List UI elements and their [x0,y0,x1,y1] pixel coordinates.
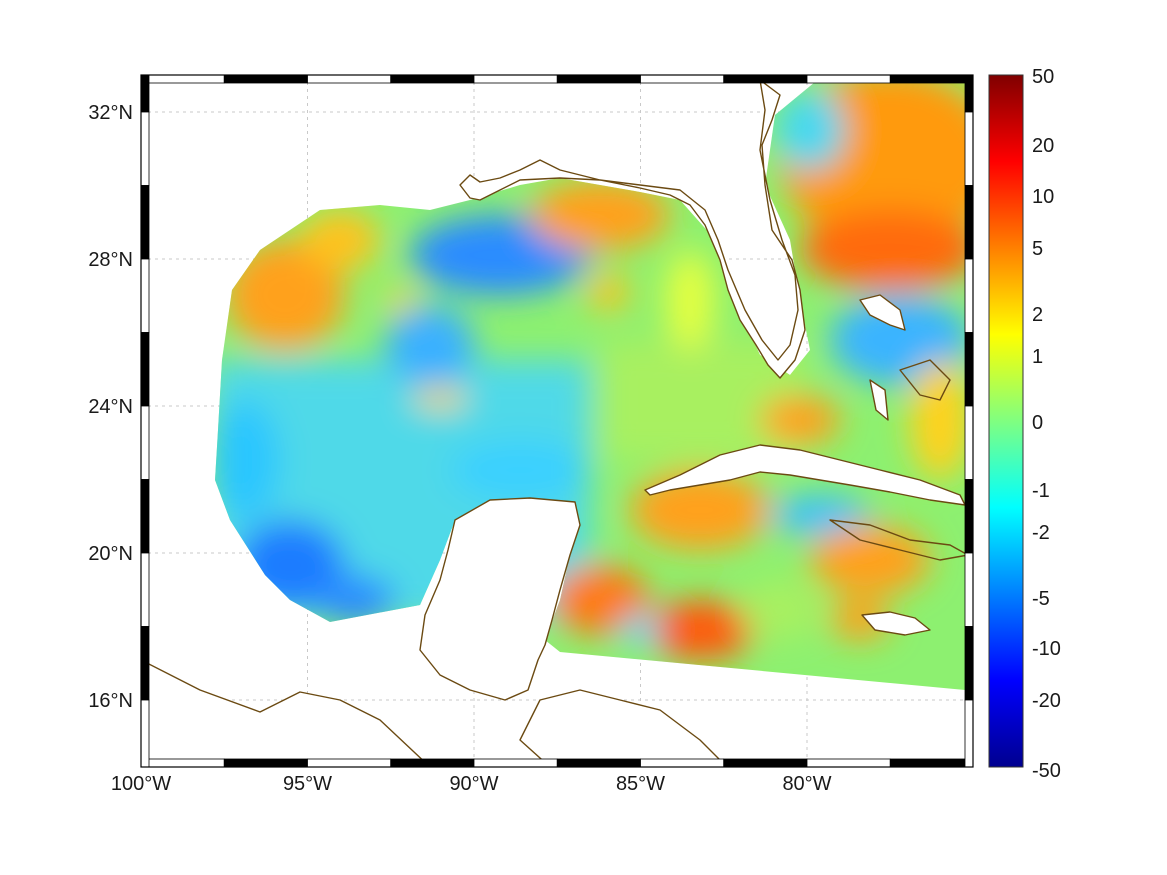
lat-tick-label: 32°N [88,102,133,124]
colorbar-gradient [988,74,1024,768]
lon-tick-label: 80°W [782,773,831,795]
colorbar-tick-label: 50 [1032,66,1054,88]
lat-tick-label: 16°N [88,690,133,712]
colorbar-tick-label: 2 [1032,304,1043,326]
colorbar-tick-label: 1 [1032,346,1043,368]
longitude-tick-labels: 100°W 95°W 90°W 85°W 80°W [111,773,832,795]
colorbar-tick-label: 20 [1032,135,1054,157]
lat-tick-label: 24°N [88,396,133,418]
colorbar-tick-label: -2 [1032,522,1050,544]
lat-tick-label: 28°N [88,249,133,271]
colorbar-tick-label: 0 [1032,412,1043,434]
colorbar-tick-label: -20 [1032,690,1061,712]
lon-tick-label: 85°W [616,773,665,795]
colorbar-tick-label: 10 [1032,186,1054,208]
coastlines [141,79,969,767]
latitude-tick-labels: 32°N 28°N 24°N 20°N 16°N [88,102,133,712]
lon-tick-label: 100°W [111,773,171,795]
data-field [215,82,965,690]
lat-tick-label: 20°N [88,543,133,565]
colorbar-tick-label: -50 [1032,760,1061,782]
map-frame [140,74,974,768]
lon-tick-label: 95°W [283,773,332,795]
colorbar-tick-label: -10 [1032,638,1061,660]
colorbar-tick-label: 5 [1032,238,1043,260]
lon-tick-label: 90°W [449,773,498,795]
colorbar-tick-label: -5 [1032,588,1050,610]
colorbar-tick-label: -1 [1032,480,1050,502]
